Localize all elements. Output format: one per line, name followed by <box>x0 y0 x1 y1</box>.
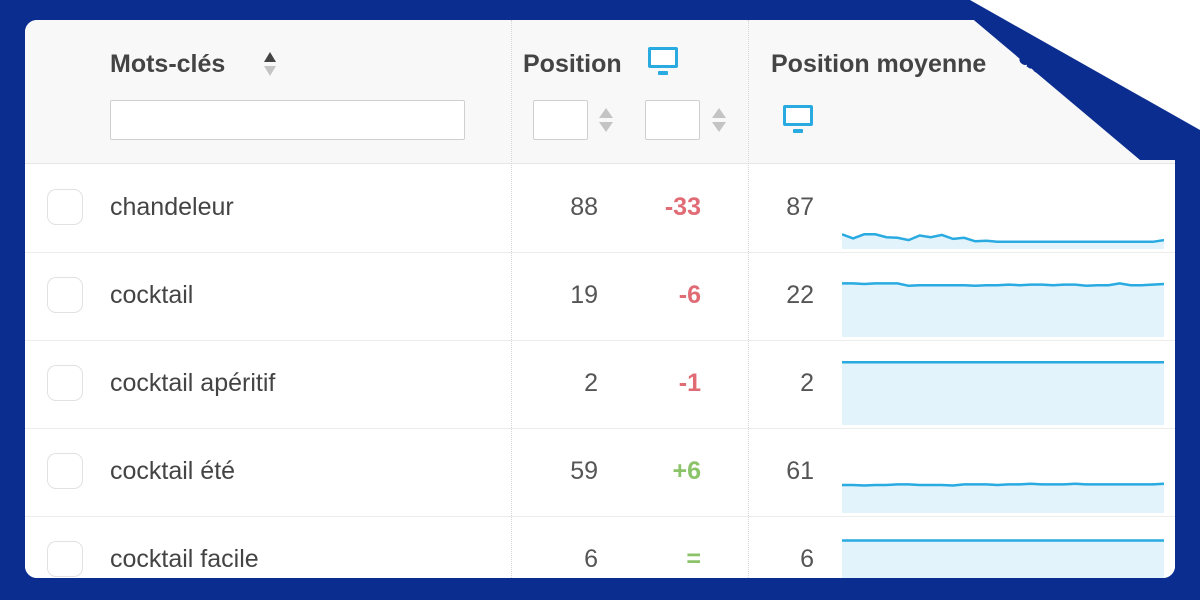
column-divider <box>511 20 512 578</box>
average-position-cell: 87 <box>786 193 814 221</box>
position-max-spinner-icon[interactable] <box>710 104 728 136</box>
sparkline-line <box>842 233 1164 244</box>
sparkline-area <box>842 540 1164 578</box>
table-row[interactable]: cocktail 19 -6 22 <box>25 253 1175 341</box>
keyword-cell[interactable]: chandeleur <box>110 193 234 221</box>
row-select-checkbox[interactable] <box>47 365 83 401</box>
sparkline-area <box>842 283 1164 337</box>
column-divider <box>748 20 749 578</box>
sparkline-line <box>842 282 1164 288</box>
position-trend-sparkline <box>842 282 1164 337</box>
position-delta-cell: -1 <box>678 369 701 397</box>
position-min-input[interactable] <box>533 100 588 140</box>
table-row[interactable]: cocktail apéritif 2 -1 2 <box>25 341 1175 429</box>
position-cell: 59 <box>570 457 598 485</box>
table-row[interactable]: cocktail facile 6 = 6 <box>25 517 1175 578</box>
sort-icon[interactable] <box>262 50 278 78</box>
position-min-spinner-icon[interactable] <box>597 104 615 136</box>
row-select-checkbox[interactable] <box>47 189 83 225</box>
average-position-cell: 2 <box>800 369 814 397</box>
row-select-checkbox[interactable] <box>47 277 83 313</box>
keywords-column-header[interactable]: Mots-clés <box>110 50 226 78</box>
average-position-cell: 6 <box>800 545 814 573</box>
keyword-cell[interactable]: cocktail <box>110 281 194 309</box>
sparkline-area <box>842 362 1164 425</box>
position-trend-sparkline <box>842 539 1164 578</box>
position-delta-cell: +6 <box>672 457 701 485</box>
position-trend-sparkline <box>842 482 1164 513</box>
position-cell: 19 <box>570 281 598 309</box>
row-select-checkbox[interactable] <box>47 453 83 489</box>
table-row[interactable]: cocktail été 59 +6 61 <box>25 429 1175 517</box>
average-position-column-header[interactable]: Position moyenne <box>771 50 987 78</box>
position-delta-cell: -33 <box>664 193 701 221</box>
sparkline-area <box>842 483 1164 513</box>
keyword-cell[interactable]: cocktail facile <box>110 545 259 573</box>
position-delta-cell: -6 <box>678 281 701 309</box>
keyword-ranking-table: Mots-clés Position Position moyenne <box>25 20 1175 578</box>
table-row[interactable]: chandeleur 88 -33 87 <box>25 165 1175 253</box>
keyword-filter-input[interactable] <box>110 100 465 140</box>
desktop-monitor-icon[interactable] <box>780 102 816 138</box>
position-trend-sparkline <box>842 360 1164 425</box>
average-position-cell: 61 <box>786 457 814 485</box>
position-max-input[interactable] <box>645 100 700 140</box>
keyword-cell[interactable]: cocktail été <box>110 457 236 485</box>
row-select-checkbox[interactable] <box>47 541 83 577</box>
average-position-cell: 22 <box>786 281 814 309</box>
position-delta-cell: = <box>686 545 701 573</box>
position-cell: 2 <box>584 369 598 397</box>
position-trend-sparkline <box>842 233 1164 249</box>
table-header: Mots-clés Position Position moyenne <box>25 20 1175 164</box>
desktop-monitor-icon[interactable] <box>645 44 681 80</box>
position-column-header[interactable]: Position <box>523 50 622 78</box>
keyword-cell[interactable]: cocktail apéritif <box>110 369 276 397</box>
position-cell: 6 <box>584 545 598 573</box>
position-cell: 88 <box>570 193 598 221</box>
sparkline-area <box>842 234 1164 249</box>
sparkline-line <box>842 482 1164 487</box>
